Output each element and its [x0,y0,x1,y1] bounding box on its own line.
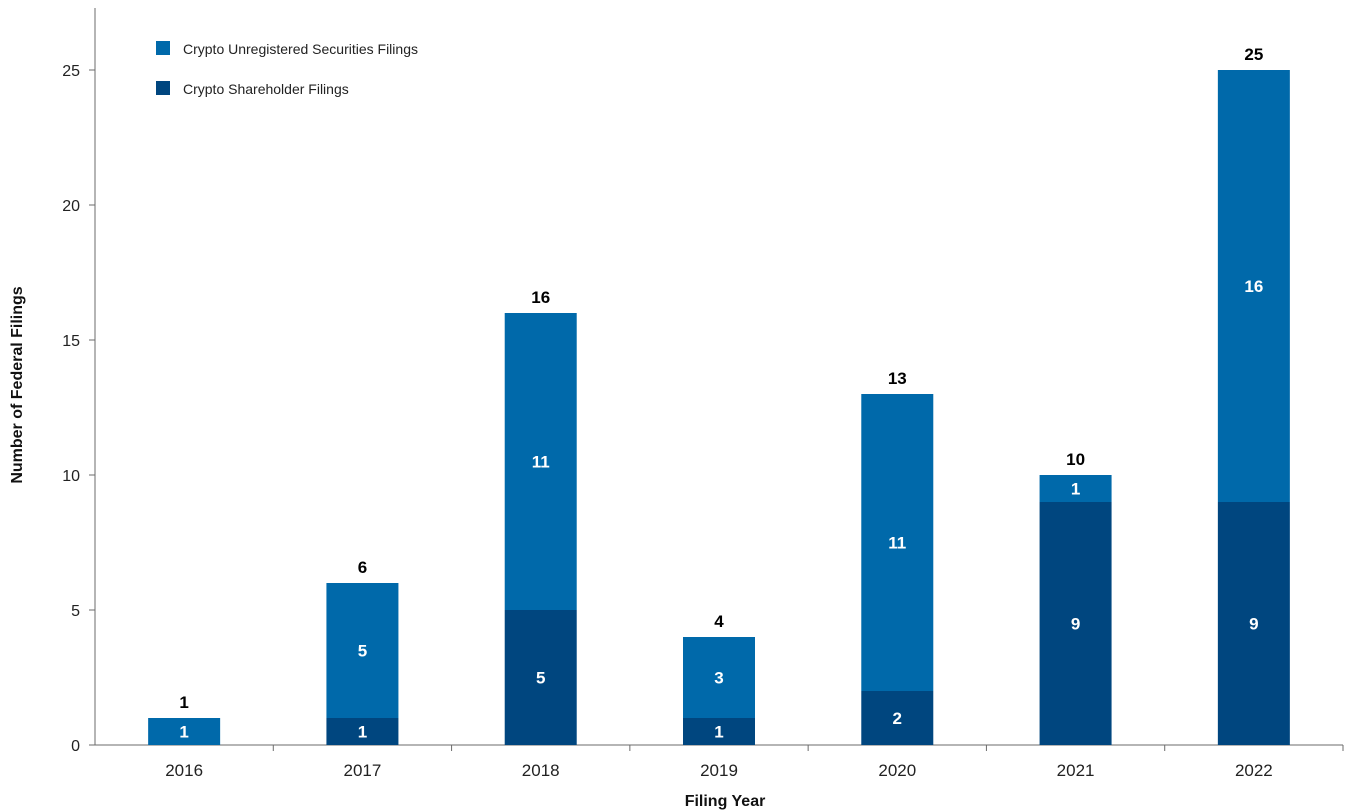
bar-segment [504,610,577,745]
y-tick-label: 0 [71,738,80,755]
x-tick-label: 2018 [522,761,560,780]
segment-value-label: 2 [893,709,902,728]
bar-total-label: 13 [888,369,907,388]
bar-segment [326,583,399,718]
segment-value-label: 11 [532,453,550,472]
y-axis-title: Number of Federal Filings [9,286,26,483]
segment-value-label: 5 [358,642,367,661]
y-tick-label: 15 [62,333,80,350]
legend-label: Crypto Unregistered Securities Filings [183,41,418,57]
x-tick-label: 2020 [878,761,916,780]
segment-value-label: 5 [536,669,545,688]
bars [148,70,1290,745]
bar-total-label: 6 [358,558,367,577]
bar-segment [861,394,934,691]
bar-total-label: 16 [531,288,550,307]
segment-value-label: 9 [1249,615,1258,634]
bar-segment [1217,70,1290,502]
bar-total-label: 4 [714,612,724,631]
y-tick-label: 5 [71,603,80,620]
x-tick-label: 2022 [1235,761,1273,780]
segment-value-label: 1 [358,723,367,742]
bar-total-label: 10 [1066,450,1085,469]
bar-total-label: 1 [179,693,188,712]
x-tick-label: 2016 [165,761,203,780]
segment-value-label: 9 [1071,615,1080,634]
legend-label: Crypto Shareholder Filings [183,81,349,97]
x-tick-label: 2017 [344,761,382,780]
bar-segment [861,691,934,745]
bar-segment [148,718,221,745]
x-tick-label: 2019 [700,761,738,780]
y-tick-label: 10 [62,468,80,485]
bar-segment [683,637,755,718]
bar-total-label: 25 [1244,45,1263,64]
segment-value-label: 11 [888,534,906,553]
segment-value-label: 16 [1244,277,1263,296]
segment-value-label: 1 [179,723,188,742]
legend-swatch [156,41,170,55]
legend-swatch [156,81,170,95]
y-tick-label: 20 [62,198,80,215]
bar-segment [1039,502,1112,745]
segment-value-label: 3 [714,669,723,688]
bar-segment [1217,502,1290,745]
bar-segment [1039,475,1112,502]
x-tick-label: 2021 [1057,761,1095,780]
y-tick-label: 25 [62,63,80,80]
bar-segment [504,313,577,610]
x-axis-title: Filing Year [685,793,766,810]
segment-value-label: 1 [1071,480,1080,499]
bar-segment [683,718,755,745]
legend: Crypto Unregistered Securities Filings Cr… [156,41,418,97]
segment-value-label: 1 [714,723,723,742]
bar-segment [326,718,399,745]
